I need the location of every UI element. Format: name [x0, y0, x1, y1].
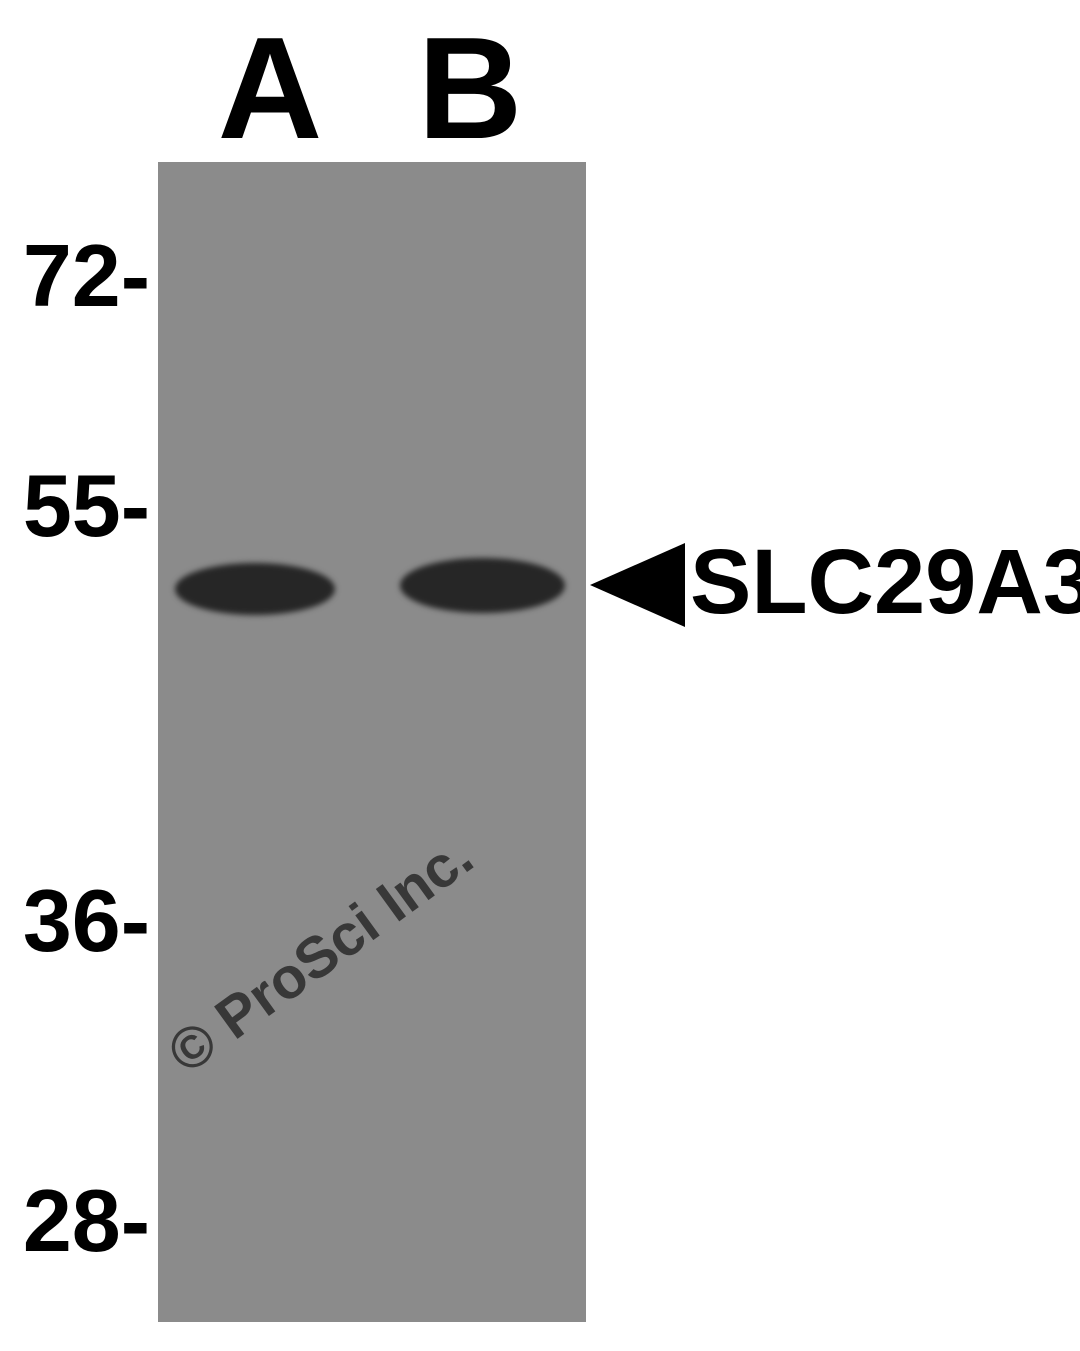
marker-28: 28- — [0, 1170, 150, 1272]
protein-arrow-icon — [590, 543, 685, 627]
marker-36: 36- — [0, 870, 150, 972]
marker-72: 72- — [0, 225, 150, 327]
band-lane-a — [175, 563, 335, 615]
lane-label-b: B — [400, 5, 540, 172]
band-lane-b — [400, 558, 565, 613]
marker-55: 55- — [0, 455, 150, 557]
blot-membrane — [158, 162, 586, 1322]
lane-label-a: A — [200, 5, 340, 172]
figure-root: A B 72- 55- 36- 28- SLC29A3 © ProSci Inc… — [0, 0, 1080, 1351]
protein-name-label: SLC29A3 — [690, 530, 1080, 635]
